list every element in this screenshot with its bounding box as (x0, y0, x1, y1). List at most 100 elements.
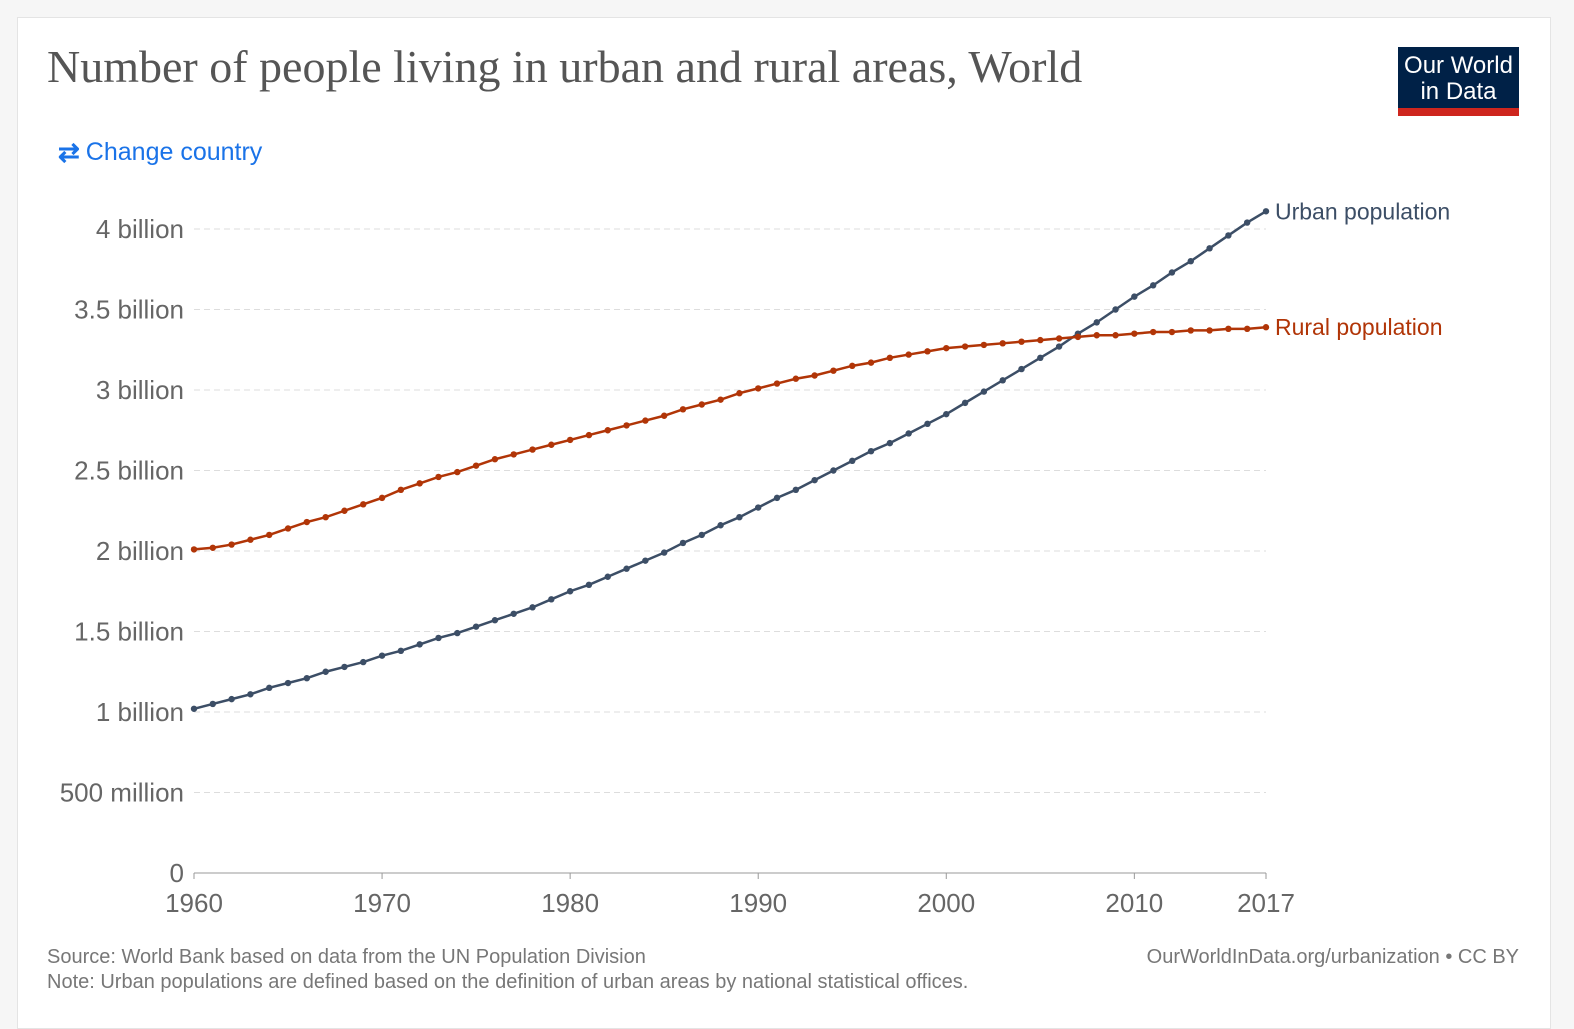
source-text: Source: World Bank based on data from th… (47, 946, 646, 968)
data-point (322, 668, 329, 675)
data-point (1206, 245, 1213, 252)
owid-logo[interactable]: Our World in Data (1398, 47, 1519, 116)
data-point (360, 658, 367, 666)
data-point (660, 412, 668, 419)
data-point (284, 679, 292, 687)
data-point (717, 522, 724, 529)
data-point (980, 388, 988, 395)
data-point (886, 439, 894, 447)
source-url-link[interactable]: OurWorldInData.org/urbanization • CC BY (1146, 946, 1519, 968)
series-label: Urban population (1275, 198, 1450, 224)
logo-bar (1398, 108, 1519, 116)
data-point (491, 617, 499, 624)
data-point (341, 663, 348, 671)
data-point (416, 480, 423, 487)
data-point (1149, 328, 1157, 336)
data-point (510, 610, 517, 617)
y-tick-label: 1.5 billion (74, 617, 184, 647)
data-point (284, 525, 292, 532)
data-point (811, 476, 818, 484)
data-point (1112, 332, 1119, 339)
data-point (679, 406, 687, 413)
data-point (209, 700, 217, 708)
chart-title: Number of people living in urban and rur… (47, 41, 1083, 92)
data-point (773, 380, 781, 387)
change-country-button[interactable]: ⇄ Change country (58, 137, 262, 168)
data-point (416, 641, 423, 648)
data-point (1112, 306, 1119, 313)
x-tick-label: 2000 (917, 888, 975, 918)
series-line-urban (193, 210, 1267, 710)
data-point (1018, 338, 1025, 345)
data-point (830, 467, 837, 474)
change-country-label: Change country (85, 138, 263, 166)
data-point (378, 652, 386, 659)
data-point (905, 430, 912, 437)
data-point (623, 565, 630, 572)
data-point (867, 359, 875, 366)
data-point (604, 427, 611, 434)
data-point (360, 501, 367, 508)
data-point (830, 367, 837, 374)
data-point (736, 513, 743, 521)
data-point (397, 647, 405, 655)
x-tick-label: 1970 (353, 888, 411, 918)
data-point (999, 340, 1006, 347)
data-point (491, 456, 499, 463)
data-point (303, 674, 311, 682)
data-point (1055, 335, 1063, 342)
data-point (604, 573, 611, 580)
data-point (1243, 219, 1251, 226)
data-point (867, 447, 875, 455)
data-point (642, 417, 649, 424)
data-point (228, 695, 235, 703)
data-point (961, 343, 969, 350)
data-point (1149, 282, 1157, 289)
data-point (1074, 333, 1082, 341)
data-point (378, 494, 386, 502)
swap-arrows-icon: ⇄ (58, 137, 80, 167)
x-tick-label: 1960 (165, 888, 223, 918)
note-text: Note: Urban populations are defined base… (47, 971, 969, 993)
data-point (435, 473, 442, 481)
x-tick-label: 1980 (541, 888, 599, 918)
data-point (1093, 332, 1100, 339)
data-point (1262, 324, 1270, 331)
data-point (1018, 365, 1025, 373)
data-point (642, 557, 649, 564)
y-tick-label: 3.5 billion (74, 295, 184, 325)
y-tick-label: 0 (170, 858, 184, 888)
data-point (943, 344, 950, 352)
data-point (585, 431, 593, 439)
data-point (454, 629, 461, 637)
data-point (322, 513, 329, 521)
data-point (1055, 343, 1063, 350)
data-point (999, 377, 1006, 384)
y-tick-label: 2 billion (96, 536, 184, 566)
data-point (190, 705, 198, 712)
data-point (303, 518, 311, 526)
data-point (397, 486, 405, 494)
data-point (1225, 232, 1232, 239)
data-point (717, 396, 724, 403)
data-point (1168, 269, 1176, 276)
data-point (566, 436, 574, 444)
y-tick-label: 2.5 billion (74, 456, 184, 486)
data-point (924, 348, 931, 355)
x-tick-label: 2010 (1105, 888, 1163, 918)
y-tick-label: 4 billion (96, 214, 184, 244)
data-point (623, 422, 630, 429)
data-point (585, 581, 593, 589)
data-point (472, 623, 480, 630)
data-point (736, 390, 743, 397)
data-point (341, 507, 348, 514)
data-point (1187, 258, 1194, 265)
data-point (190, 546, 198, 553)
data-point (905, 351, 912, 358)
data-point (1187, 327, 1194, 334)
data-point (209, 544, 217, 551)
data-point (980, 341, 988, 349)
data-point (548, 596, 555, 603)
data-point (773, 494, 781, 502)
